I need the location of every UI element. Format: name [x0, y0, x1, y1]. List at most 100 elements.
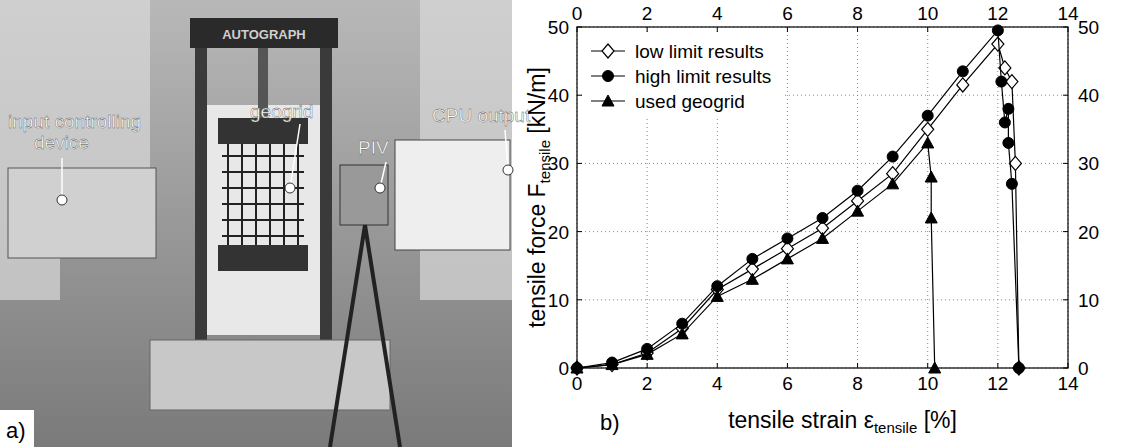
- data-point: [817, 212, 828, 223]
- y-tick-label: 40: [548, 85, 569, 106]
- tick-mark: [1063, 163, 1068, 164]
- leader-dot: [285, 183, 295, 193]
- x-top-tick-label: 8: [852, 3, 863, 24]
- y-axis-title: tensile force Ftensile [kN/m]: [524, 67, 553, 328]
- data-point: [782, 233, 793, 244]
- legend-marker: [602, 44, 614, 58]
- leader-line: [290, 124, 300, 188]
- legend-label: used geogrid: [635, 91, 745, 112]
- photo-label: input controlling: [8, 111, 141, 132]
- data-point: [929, 362, 941, 373]
- figure: AUTOGRAPHinput controllingdevicegeogridP…: [0, 0, 1132, 447]
- data-point: [922, 110, 933, 121]
- y-right-tick-label: 0: [1078, 358, 1089, 379]
- tick-mark: [927, 363, 928, 368]
- data-point: [922, 122, 934, 136]
- clamp: [218, 245, 308, 271]
- x-tick-label: 10: [917, 373, 938, 394]
- y-axis-title-after: [kN/m]: [524, 67, 550, 140]
- y-tick-label: 0: [558, 358, 569, 379]
- series-line: [577, 44, 1019, 368]
- y-right-tick-label: 30: [1078, 153, 1099, 174]
- y-tick-label: 10: [548, 290, 569, 311]
- geogrid-rib: [297, 144, 299, 245]
- control-device: [8, 168, 156, 258]
- tick-mark: [997, 363, 998, 368]
- data-point: [957, 78, 969, 92]
- x-top-tick-label: 12: [987, 3, 1008, 24]
- data-point: [781, 253, 793, 264]
- x-top-tick-label: 10: [917, 3, 938, 24]
- tick-mark: [857, 363, 858, 368]
- legend-marker: [602, 95, 614, 106]
- grid-line: [927, 27, 928, 368]
- leader-dot: [503, 165, 513, 175]
- geogrid-rib: [255, 144, 257, 245]
- data-point: [1013, 361, 1025, 375]
- data-point: [676, 328, 688, 339]
- data-point: [606, 359, 618, 370]
- plot-frame: [577, 27, 1068, 368]
- data-point: [1009, 156, 1021, 170]
- tick-mark: [857, 27, 858, 32]
- grid-line: [787, 27, 788, 368]
- machine-column: [320, 20, 332, 350]
- legend-label: low limit results: [635, 41, 764, 62]
- tick-mark: [577, 299, 582, 300]
- tick-mark: [717, 27, 718, 32]
- data-point: [1006, 178, 1017, 189]
- data-point: [922, 137, 934, 148]
- tick-mark: [1063, 231, 1068, 232]
- tripod-leg: [365, 225, 400, 447]
- photo-panel: AUTOGRAPHinput controllingdevicegeogridP…: [0, 0, 531, 447]
- data-point: [571, 362, 583, 373]
- photo-label: CPU output: [432, 105, 531, 126]
- label-patch: [0, 410, 34, 447]
- leader-dot: [57, 195, 67, 205]
- leader-line: [61, 158, 63, 200]
- data-point: [925, 171, 937, 182]
- y-tick-label: 50: [548, 17, 569, 38]
- x-top-tick-label: 0: [572, 3, 583, 24]
- y-tick-label: 20: [548, 222, 569, 243]
- tick-mark: [787, 27, 788, 32]
- geogrid-rib: [241, 144, 243, 245]
- geogrid-rib: [283, 144, 285, 245]
- tick-mark: [577, 95, 582, 96]
- data-point: [746, 273, 758, 284]
- data-point: [957, 66, 968, 77]
- machine-brand: AUTOGRAPH: [222, 27, 306, 42]
- data-point: [852, 185, 863, 196]
- y-right-tick-label: 50: [1078, 17, 1099, 38]
- data-point: [711, 290, 723, 301]
- tick-mark: [787, 363, 788, 368]
- x-tick-label: 0: [572, 373, 583, 394]
- y-axis-title-main: tensile force F: [524, 183, 550, 327]
- grid-line: [577, 163, 1068, 164]
- geogrid-rib: [222, 219, 304, 221]
- machine-column: [195, 20, 207, 350]
- geogrid-rib: [222, 203, 304, 205]
- y-right-tick-label: 40: [1078, 85, 1099, 106]
- data-point: [1003, 103, 1014, 114]
- light-panel: [207, 105, 320, 335]
- x-top-tick-label: 6: [782, 3, 793, 24]
- panel-label: a): [6, 418, 26, 443]
- chart-panel: 0022446688101012121414001010202030304040…: [524, 3, 1099, 436]
- x-top-tick-label: 4: [712, 3, 723, 24]
- panel-label: b): [600, 410, 620, 435]
- geogrid-rib: [222, 155, 304, 157]
- x-axis-title-sub: tensile: [874, 419, 917, 436]
- x-axis-title-main: tensile strain ε: [728, 407, 874, 433]
- data-point: [1013, 363, 1024, 374]
- data-point: [999, 117, 1010, 128]
- x-tick-label: 2: [642, 373, 653, 394]
- tick-mark: [577, 231, 582, 232]
- legend-background: [585, 35, 785, 118]
- data-point: [1003, 137, 1014, 148]
- x-top-tick-label: 14: [1057, 3, 1079, 24]
- geogrid-rib: [269, 144, 271, 245]
- y-right-tick-label: 10: [1078, 290, 1099, 311]
- x-tick-label: 12: [987, 373, 1008, 394]
- x-tick-label: 14: [1057, 373, 1079, 394]
